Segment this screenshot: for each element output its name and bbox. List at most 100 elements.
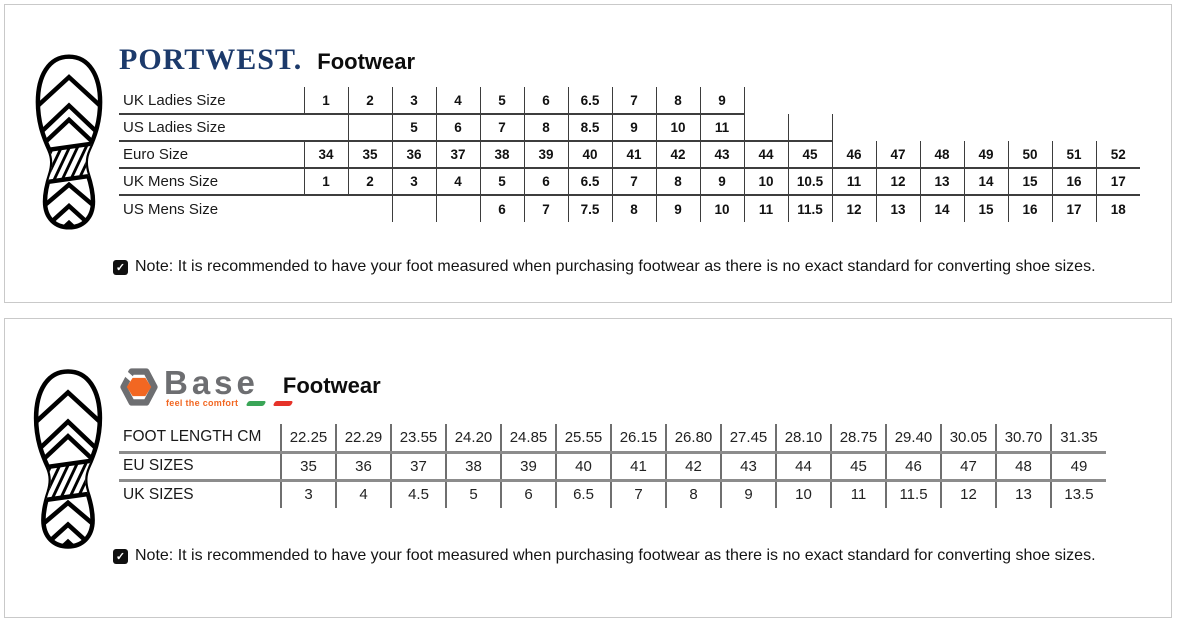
size-cell: 10 [775,480,831,508]
size-cell [832,87,876,114]
size-cell: 8 [655,168,700,196]
base-note: ✓ Note: It is recommended to have your f… [113,547,1096,565]
size-cell: 47 [940,452,996,482]
size-cell: 10.5 [787,168,832,196]
size-cell [304,114,348,142]
size-cell: 6 [523,87,568,115]
size-cell: 42 [665,452,721,482]
size-cell: 26.80 [665,424,721,454]
size-cell: 11 [743,195,788,222]
size-cell: 12 [875,168,920,196]
size-cell: 6.5 [555,480,611,508]
row-label: UK Mens Size [119,168,304,196]
size-cell: 13 [875,195,920,222]
size-cell: 13.5 [1050,480,1106,508]
size-cell: 7 [611,168,656,196]
size-cell [1052,114,1096,141]
size-cell: 41 [610,452,666,482]
row-label: FOOT LENGTH CM [119,424,281,454]
size-cell [744,87,788,114]
green-dash-icon [245,400,267,406]
row-label: US Ladies Size [119,114,304,142]
size-cell [920,114,964,141]
size-cell: 5 [479,168,524,196]
size-cell: 45 [830,452,886,482]
size-cell: 6 [479,195,524,222]
size-cell: 1 [303,168,348,196]
row-label: US Mens Size [123,200,219,218]
size-cell: 18 [1095,195,1140,222]
size-cell: 11.5 [885,480,941,508]
size-cell: 10 [655,114,700,142]
base-logo: Base feel the comfort [119,364,294,408]
size-cell: 24.20 [445,424,501,454]
size-cell: 30.70 [995,424,1051,454]
base-header: Base feel the comfort Footwear [119,364,381,408]
size-cell: 31.35 [1050,424,1106,454]
base-tagline-row: feel the comfort [166,398,294,408]
size-cell: 40 [567,141,612,169]
size-cell: 44 [775,452,831,482]
size-cell: 5 [479,87,524,115]
size-cell: 5 [391,114,436,142]
size-cell [964,87,1008,114]
size-cell: 13 [995,480,1051,508]
size-cell [832,114,876,141]
portwest-size-table: UK Ladies Size 1 2 3 4 5 6 6.5 7 8 9 US Ladies Size… [119,87,1140,222]
hex-nut-icon [120,368,158,406]
size-cell: 7 [523,195,568,222]
size-cell: 37 [390,452,446,482]
size-cell: 3 [280,480,336,508]
portwest-logo: PORTWEST. [119,43,303,76]
size-cell: 49 [963,141,1008,169]
size-cell: 11.5 [787,195,832,222]
size-cell [1008,114,1052,141]
base-size-table: FOOT LENGTH CM 22.25 22.29 23.55 24.20 24.85 2… [119,424,1106,508]
size-cell [347,114,392,142]
size-cell: 12 [940,480,996,508]
size-cell: 46 [885,452,941,482]
size-cell: 7 [610,480,666,508]
size-cell: 15 [1007,168,1052,196]
size-cell: 9 [699,168,744,196]
size-cell: 34 [303,141,348,169]
size-cell [1052,87,1096,114]
base-logo-text: Base [164,364,259,401]
size-cell: 43 [699,141,744,169]
size-cell: 22.25 [280,424,336,454]
row-label: EU SIZES [119,452,281,482]
size-cell: 37 [435,141,480,169]
note-text: Note: It is recommended to have your foo… [135,547,1096,564]
size-cell: 36 [335,452,391,482]
table-row: US Ladies Size 5 6 7 8 8.5 9 10 11 [119,114,1140,142]
portwest-size-chart-panel: PORTWEST. Footwear UK Ladies Size 1 2 3 4 5 6 6… [4,4,1172,303]
table-row: Euro Size 34 35 36 37 38 39 40 41 42 43 44 45 46 47 48 4… [119,141,1140,169]
size-cell: 16 [1007,195,1052,222]
size-cell [304,195,348,222]
base-wordmark-wrap: Base feel the comfort [164,364,294,408]
size-cell: 11 [699,114,744,142]
size-cell: 35 [347,141,392,169]
size-cell: 6 [500,480,556,508]
size-cell [1008,87,1052,114]
table-row: UK Ladies Size 1 2 3 4 5 6 6.5 7 8 9 [119,87,1140,115]
size-cell: 51 [1051,141,1096,169]
size-cell: 10 [743,168,788,196]
size-cell: 28.10 [775,424,831,454]
size-cell: 17 [1095,168,1140,196]
size-cell: 23.55 [390,424,446,454]
size-cell: 42 [655,141,700,169]
size-cell: 5 [445,480,501,508]
footprint-icon [29,43,109,241]
size-cell: 35 [280,452,336,482]
note-checkbox-icon: ✓ [113,548,128,564]
base-product-line: Footwear [282,373,381,398]
size-cell: 2 [347,168,392,196]
size-cell: 4.5 [390,480,446,508]
size-cell: 16 [1051,168,1096,196]
size-cell: 48 [919,141,964,169]
size-cell: 39 [500,452,556,482]
size-cell: 6.5 [567,168,612,196]
size-cell: 36 [391,141,436,169]
size-cell [787,114,833,142]
